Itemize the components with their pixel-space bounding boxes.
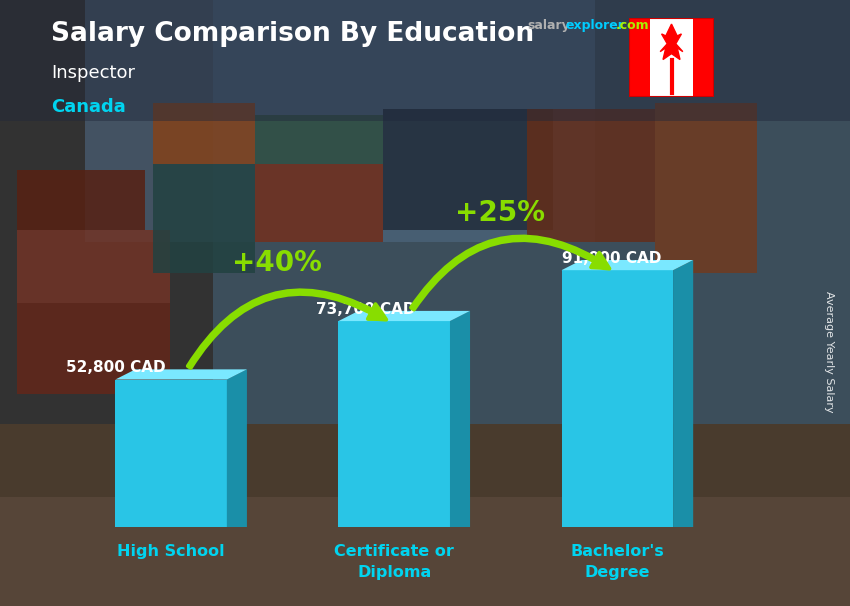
Polygon shape [562,270,673,527]
Bar [629,18,650,97]
Bar [0,424,850,606]
Polygon shape [227,370,246,527]
Polygon shape [116,379,227,527]
Text: +40%: +40% [232,250,322,278]
Polygon shape [338,321,450,527]
Bar [650,18,693,97]
Bar [255,115,382,164]
Bar [17,230,170,303]
Bar [382,109,552,230]
Bar [85,0,595,242]
Text: Salary Comparison By Education: Salary Comparison By Education [51,21,534,47]
Bar [17,303,170,394]
Text: explorer: explorer [565,19,624,32]
Bar [527,109,654,242]
Text: Canada: Canada [51,98,126,116]
FancyArrowPatch shape [411,236,609,310]
FancyArrowPatch shape [188,290,386,368]
Bar [153,103,255,164]
Text: .com: .com [615,19,649,32]
Bar [153,164,255,273]
Polygon shape [450,311,470,527]
Bar [654,103,756,273]
Polygon shape [673,260,693,527]
Text: +25%: +25% [455,199,545,227]
Text: salary: salary [527,19,570,32]
Text: 73,700 CAD: 73,700 CAD [316,302,416,317]
Polygon shape [116,370,246,379]
Bar [0,0,212,424]
Bar [0,0,850,121]
Bar [0,121,850,606]
Text: 91,900 CAD: 91,900 CAD [562,251,661,266]
Polygon shape [562,260,693,270]
Text: Average Yearly Salary: Average Yearly Salary [824,291,834,412]
Polygon shape [338,311,470,321]
Bar [255,164,382,242]
Text: 52,800 CAD: 52,800 CAD [66,361,166,375]
Bar [693,18,714,97]
Text: Inspector: Inspector [51,64,135,82]
Polygon shape [660,24,683,59]
Bar [17,170,144,230]
Bar [0,497,850,606]
